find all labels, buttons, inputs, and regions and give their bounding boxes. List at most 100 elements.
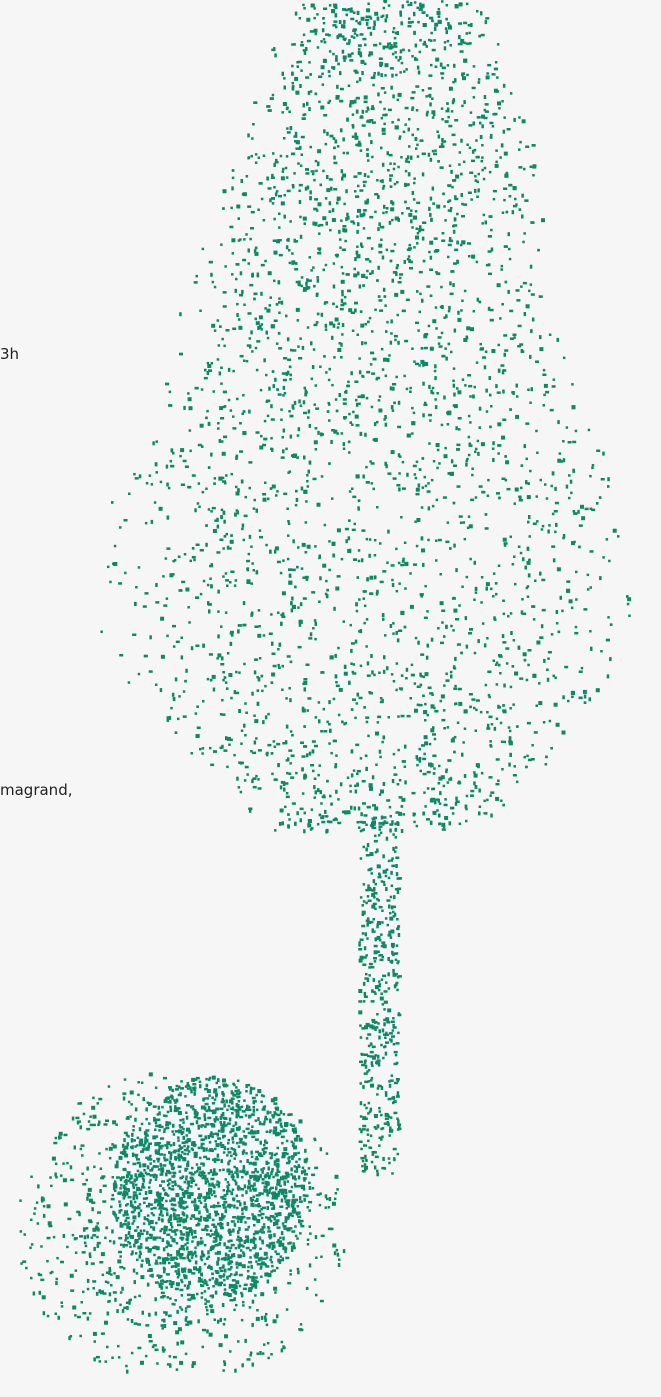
crown-dot [229,581,232,584]
trunk-dot [385,917,388,920]
crown-dot [323,355,326,358]
crown-dot [298,61,302,64]
crown-dot [397,783,400,786]
crown-dot [248,312,252,315]
crown-dot [151,483,154,486]
crown-dot [151,520,154,524]
crown-dot [207,364,211,368]
trunk-dot [371,889,375,892]
crown-dot [527,596,530,599]
crown-dot [396,484,400,487]
crown-dot [471,698,475,701]
crown-dot [314,796,317,799]
crown-dot [413,563,417,566]
crown-dot [267,415,270,418]
crown-dot [519,343,523,346]
crown-dot [409,572,412,575]
bush-dot [56,1278,59,1281]
bush-dot [210,1309,214,1313]
crown-dot [246,773,249,776]
crown-dot [445,27,448,30]
trunk-dot [362,1125,366,1128]
crown-dot [483,178,486,181]
bush-dot [267,1342,270,1345]
bush-dot [134,1296,137,1299]
crown-dot [497,705,500,709]
crown-dot [528,515,531,519]
crown-dot [539,295,542,298]
crown-dot [474,652,477,655]
crown-dot [288,410,291,413]
trunk-dot [360,1082,363,1085]
crown-dot [388,4,391,7]
crown-dot [392,279,395,283]
crown-dot [223,391,227,394]
bush-dot [187,1321,190,1324]
crown-dot [567,700,570,703]
trunk-dot [380,997,384,1001]
bush-dot [181,1308,184,1311]
crown-dot [411,407,414,410]
crown-dot [422,172,425,176]
crown-dot [249,487,252,490]
crown-dot [527,664,530,667]
crown-dot [538,682,541,685]
crown-dot [473,599,476,602]
crown-dot [469,558,472,561]
crown-dot [423,773,427,776]
crown-dot [589,697,592,701]
crown-dot [242,431,246,435]
trunk-dot [379,1137,383,1140]
crown-dot [575,571,578,574]
crown-dot [371,156,374,159]
crown-dot [509,310,513,313]
crown-dot [486,727,490,730]
crown-dot [149,670,153,673]
crown-dot [364,433,367,437]
crown-dot [417,329,420,332]
crown-dot [599,576,602,580]
crown-dot [316,276,319,279]
crown-dot [454,217,457,221]
crown-dot [382,618,385,621]
bush-dot [55,1281,58,1285]
crown-dot [571,691,575,695]
trunk-dot [382,1057,385,1060]
crown-dot [160,617,164,621]
crown-dot [390,185,393,188]
bush-dot [232,1125,235,1128]
crown-dot [326,721,329,724]
crown-dot [480,601,483,604]
trunk-dot [392,1017,395,1020]
crown-dot [236,313,239,317]
crown-dot [183,690,186,693]
bush-dot [232,1229,235,1233]
crown-dot [363,622,366,625]
crown-dot [391,564,395,567]
trunk-dot [390,1116,393,1119]
crown-dot [242,193,246,196]
crown-dot [369,260,372,263]
crown-dot [325,580,328,583]
crown-dot [427,787,430,790]
crown-dot [194,281,198,284]
crown-dot [404,340,408,343]
crown-dot [390,67,394,70]
trunk-dot [395,864,398,868]
crown-dot [465,805,468,809]
crown-dot [428,87,432,90]
bush-dot [92,1097,95,1100]
trunk-dot [365,1065,368,1069]
crown-dot [388,354,391,357]
bush-dot [256,1156,259,1160]
crown-dot [233,754,236,757]
crown-dot [370,352,374,355]
crown-dot [481,222,484,225]
crown-dot [401,674,404,677]
crown-dot [306,18,310,22]
crown-dot [268,109,272,112]
crown-dot [494,727,497,731]
crown-dot [566,426,569,429]
crown-dot [474,561,477,565]
crown-dot [353,175,357,178]
